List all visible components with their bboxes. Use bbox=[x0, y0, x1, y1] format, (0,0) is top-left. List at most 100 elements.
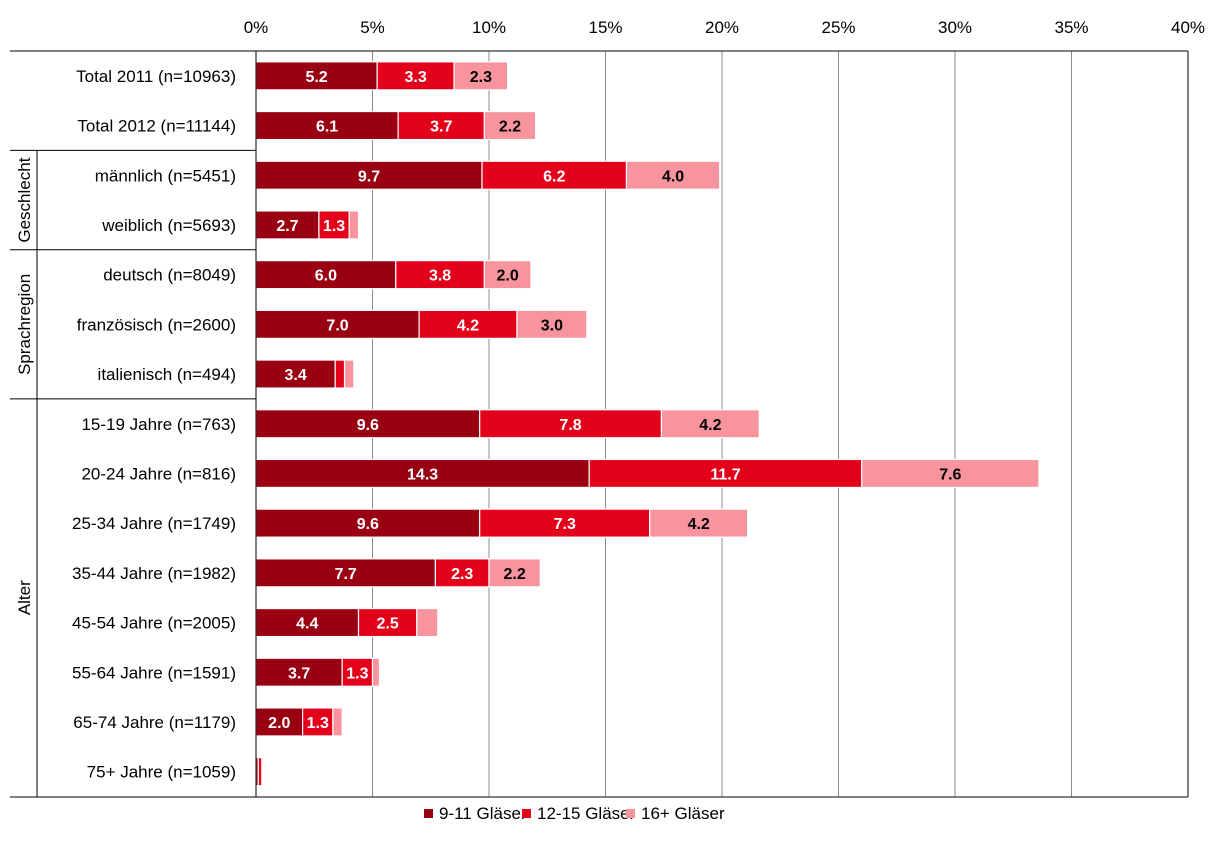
data-label: 2.2 bbox=[504, 566, 526, 583]
bar-segment bbox=[255, 359, 336, 389]
data-label: 2.0 bbox=[497, 268, 519, 285]
data-label: 1.3 bbox=[346, 665, 368, 682]
legend-swatch bbox=[626, 809, 635, 818]
category-label: 55-64 Jahre (n=1591) bbox=[72, 663, 236, 682]
data-label: 4.4 bbox=[296, 616, 318, 633]
data-label: 2.0 bbox=[268, 715, 290, 732]
bar-segment bbox=[488, 558, 541, 588]
bar-segment bbox=[483, 260, 532, 290]
data-label: 4.2 bbox=[457, 317, 479, 334]
data-label: 4.2 bbox=[688, 516, 710, 533]
x-tick-label: 40% bbox=[1171, 18, 1205, 37]
bar-segment bbox=[588, 458, 863, 489]
bar-segment bbox=[481, 160, 628, 190]
legend-label: 12-15 Gläser bbox=[537, 804, 636, 823]
data-label: 3.7 bbox=[288, 665, 310, 682]
data-label: 5.2 bbox=[305, 69, 327, 86]
data-label: 1.3 bbox=[307, 715, 329, 732]
x-tick-label: 25% bbox=[821, 18, 855, 37]
data-label: 9.6 bbox=[357, 516, 379, 533]
bar-segment bbox=[479, 508, 651, 538]
bar-segment bbox=[257, 757, 263, 787]
bar-segment bbox=[255, 558, 437, 588]
data-label: 2.2 bbox=[499, 119, 521, 136]
bar-segment bbox=[255, 409, 481, 439]
data-label: 9.6 bbox=[357, 417, 379, 434]
data-label: 6.2 bbox=[543, 168, 565, 185]
data-label: 2.5 bbox=[377, 616, 399, 633]
x-axis-ticks: 0% 5% 10% 15% 20% 25% 30% 35% 40% bbox=[244, 18, 1205, 37]
bar-segment bbox=[334, 359, 346, 389]
category-labels: Total 2011 (n=10963) Total 2012 (n=11144)… bbox=[72, 67, 236, 782]
legend-swatch bbox=[424, 809, 433, 818]
bar-segment bbox=[348, 210, 360, 240]
legend-label: 9-11 Gläser bbox=[439, 804, 527, 823]
x-tick-label: 0% bbox=[244, 18, 269, 37]
bars: 5.2 3.3 2.3 6.1 3.7 2.2 9.7 6.2 4.0 2.7 1.3 6.0 3.8 2… bbox=[255, 61, 1040, 787]
bar-segment bbox=[453, 61, 509, 91]
data-label: 3.7 bbox=[430, 119, 452, 136]
category-label: 20-24 Jahre (n=816) bbox=[81, 464, 236, 483]
category-label: weiblich (n=5693) bbox=[101, 216, 236, 235]
data-label: 7.6 bbox=[939, 466, 961, 483]
data-label: 2.3 bbox=[470, 69, 492, 86]
bar-segment bbox=[395, 260, 485, 290]
bar-segment bbox=[479, 409, 663, 439]
bar-segment bbox=[434, 558, 490, 588]
category-label: 25-34 Jahre (n=1749) bbox=[72, 514, 236, 533]
data-label: 6.0 bbox=[315, 268, 337, 285]
category-label: 15-19 Jahre (n=763) bbox=[81, 415, 236, 434]
category-label: männlich (n=5451) bbox=[95, 166, 236, 185]
bar-segment bbox=[357, 607, 418, 638]
category-label: französisch (n=2600) bbox=[77, 315, 236, 334]
category-label: Total 2012 (n=11144) bbox=[77, 117, 236, 136]
bar-segment bbox=[318, 210, 350, 240]
group-labels: Geschlecht Sprachregion Alter bbox=[10, 149, 256, 797]
group-label: Sprachregion bbox=[15, 274, 34, 375]
bar-segment bbox=[255, 260, 397, 290]
bar-segment bbox=[418, 309, 518, 339]
bar-segment bbox=[343, 359, 355, 389]
x-tick-label: 5% bbox=[360, 18, 385, 37]
data-label: 4.0 bbox=[662, 168, 684, 185]
data-label: 3.3 bbox=[404, 69, 426, 86]
x-tick-label: 30% bbox=[938, 18, 972, 37]
legend-label: 16+ Gläser bbox=[641, 804, 725, 823]
data-label: 1.3 bbox=[323, 218, 345, 235]
data-label: 2.3 bbox=[451, 566, 473, 583]
legend: 9-11 Gläser 12-15 Gläser 16+ Gläser bbox=[424, 804, 725, 823]
bar-segment bbox=[416, 607, 439, 638]
bar-segment bbox=[255, 309, 420, 339]
data-label: 6.1 bbox=[316, 119, 338, 136]
bar-segment bbox=[255, 508, 481, 538]
bar-segment bbox=[625, 160, 721, 190]
category-label: italienisch (n=494) bbox=[98, 365, 236, 384]
x-tick-label: 20% bbox=[705, 18, 739, 37]
data-label: 9.7 bbox=[358, 168, 380, 185]
data-label: 11.7 bbox=[710, 466, 740, 483]
data-label: 14.3 bbox=[407, 466, 438, 483]
bar-segment bbox=[332, 707, 343, 737]
bar-segment bbox=[255, 160, 483, 190]
category-label: 65-74 Jahre (n=1179) bbox=[73, 713, 236, 732]
bar-segment bbox=[660, 409, 760, 439]
category-label: 75+ Jahre (n=1059) bbox=[87, 763, 236, 782]
data-label: 3.8 bbox=[429, 268, 451, 285]
legend-swatch bbox=[522, 809, 531, 818]
category-label: 35-44 Jahre (n=1982) bbox=[72, 564, 236, 583]
group-label: Geschlecht bbox=[15, 157, 34, 242]
category-label: Total 2011 (n=10963) bbox=[76, 67, 236, 86]
bar-segment bbox=[255, 458, 590, 489]
x-tick-label: 35% bbox=[1054, 18, 1088, 37]
x-tick-label: 10% bbox=[472, 18, 506, 37]
bar-segment bbox=[861, 458, 1040, 489]
x-tick-label: 15% bbox=[588, 18, 622, 37]
data-label: 7.3 bbox=[554, 516, 576, 533]
data-label: 4.2 bbox=[699, 417, 721, 434]
plot-frame bbox=[10, 50, 1189, 798]
data-label: 3.4 bbox=[284, 367, 306, 384]
data-label: 7.7 bbox=[335, 566, 357, 583]
bar-segment bbox=[255, 607, 360, 638]
bar-segment bbox=[371, 657, 381, 687]
